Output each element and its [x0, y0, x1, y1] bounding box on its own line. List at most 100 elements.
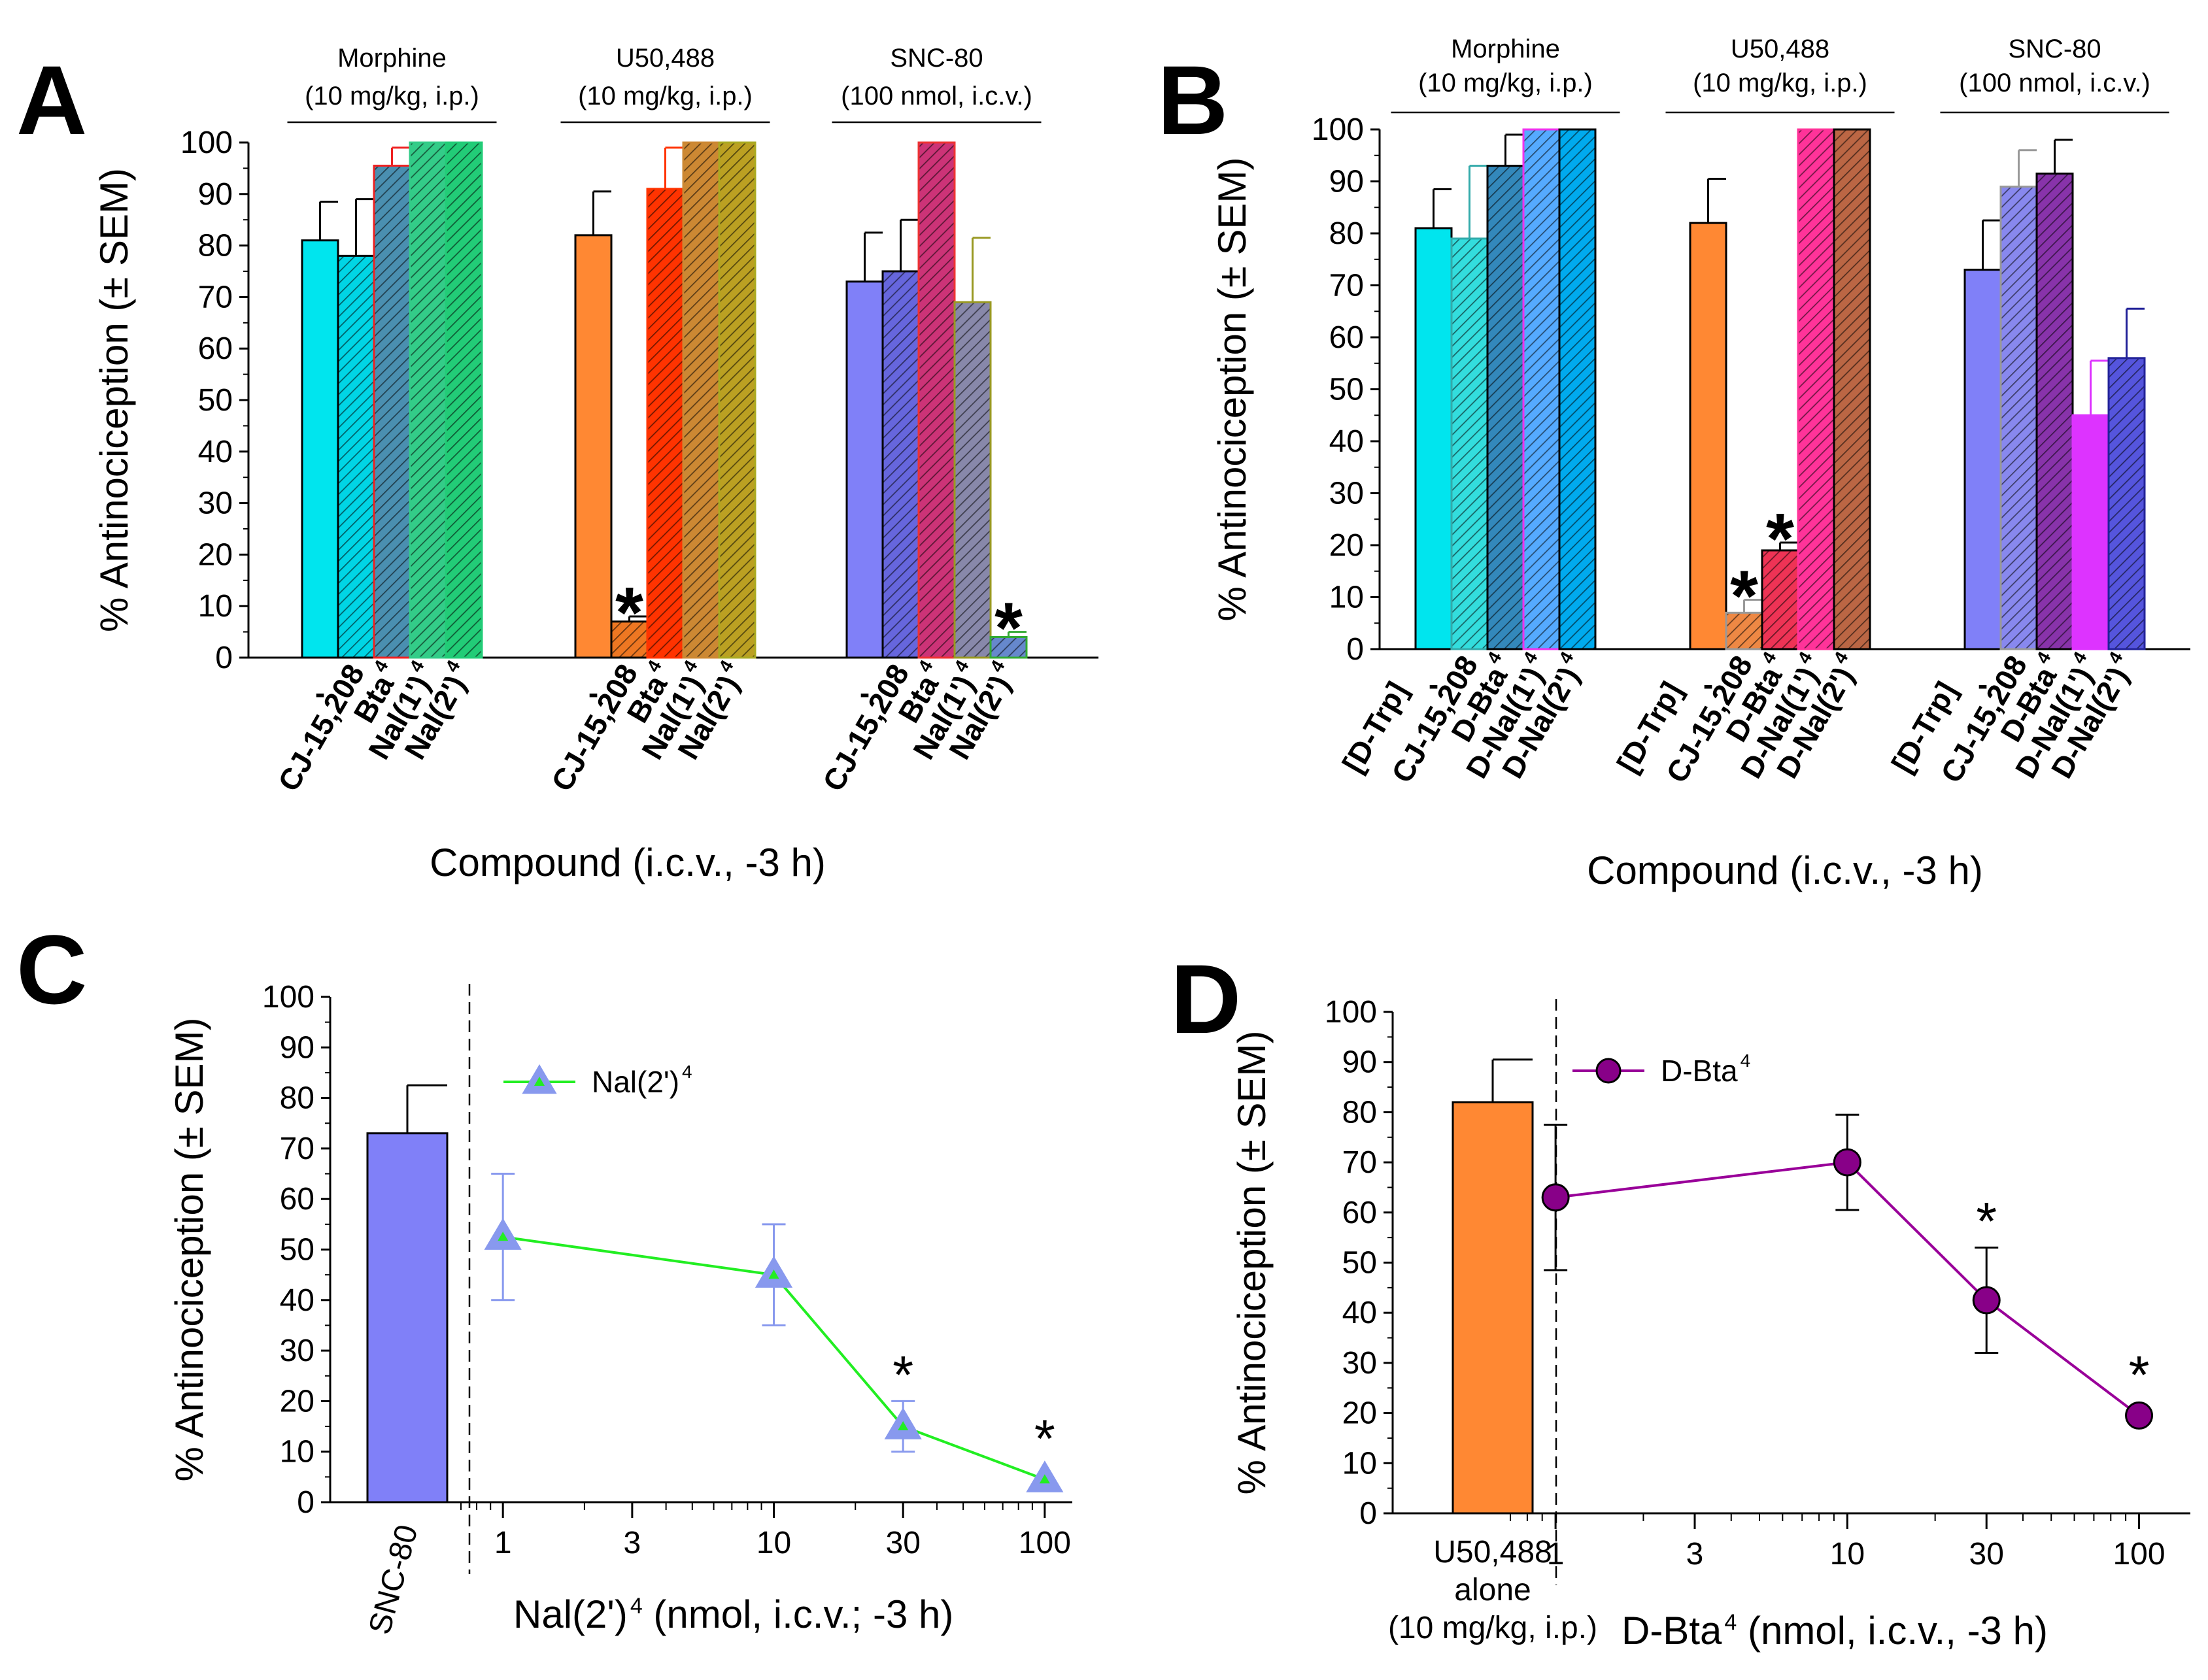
bar-hatch — [991, 637, 1026, 657]
y-tick-label: 20 — [198, 537, 233, 572]
y-tick-label: 10 — [1342, 1446, 1377, 1481]
group-subtitle: (10 mg/kg, i.p.) — [305, 82, 479, 110]
y-tick-label: 30 — [1329, 477, 1364, 511]
y-tick-label: 90 — [280, 1030, 314, 1065]
y-tick-label: 70 — [1342, 1145, 1377, 1180]
data-point-inner — [768, 1269, 779, 1279]
significance-star: * — [1034, 1409, 1055, 1469]
y-tick-label: 90 — [198, 177, 233, 212]
significance-star: * — [994, 588, 1023, 669]
reference-bar-label: SNC-80 — [362, 1521, 424, 1638]
panel-letter-a: A — [16, 45, 87, 155]
bar-hatch — [883, 272, 918, 657]
bar-hatch — [1727, 613, 1761, 648]
y-tick-label: 0 — [215, 641, 233, 675]
panel-b-bar-chart: 0 10 20 30 40 50 60 70 80 90 100 % Antinociception … — [1210, 35, 2190, 892]
legend-marker — [1595, 1058, 1622, 1084]
bar — [1689, 222, 1727, 650]
group-subtitle: (10 mg/kg, i.p.) — [1418, 69, 1593, 97]
y-tick-label: 100 — [180, 126, 233, 160]
bar-hatch — [2037, 175, 2072, 648]
y-tick-label: 30 — [1342, 1346, 1377, 1381]
x-tick-label-none: - — [1978, 667, 1988, 701]
group-subtitle: (10 mg/kg, i.p.) — [1693, 69, 1867, 97]
group-title: SNC-80 — [2008, 35, 2101, 63]
significance-star: * — [615, 573, 643, 653]
y-tick-label: 60 — [1329, 320, 1364, 355]
y-tick-label: 20 — [1329, 528, 1364, 563]
y-tick-label: 30 — [198, 486, 233, 521]
bar-hatch — [684, 143, 719, 657]
bar-hatch — [919, 143, 954, 657]
group-title: U50,488 — [616, 44, 715, 73]
bar — [2071, 414, 2110, 650]
bar-hatch — [1524, 130, 1559, 648]
significance-star: * — [1976, 1192, 1997, 1251]
bar-hatch — [1488, 167, 1523, 648]
y-tick-label: 100 — [1312, 112, 1364, 147]
x-tick-label: 3 — [1686, 1537, 1704, 1571]
data-point-inner — [1039, 1474, 1050, 1484]
x-tick-label: 3 — [624, 1526, 641, 1560]
bar — [845, 280, 884, 659]
y-tick-label: 0 — [1346, 632, 1364, 667]
y-tick-label: 0 — [1359, 1496, 1377, 1531]
y-axis-title: % Antinociception (± SEM) — [1210, 158, 1254, 622]
x-axis-title: D-Bta 4 (nmol, i.c.v., -3 h) — [1622, 1609, 2048, 1653]
bar-hatch — [1560, 130, 1595, 648]
y-tick-label: 80 — [1342, 1095, 1377, 1130]
bar-hatch — [955, 303, 990, 657]
y-tick-label: 50 — [280, 1233, 314, 1268]
bar — [1963, 269, 2002, 650]
bar-hatch — [375, 166, 409, 657]
y-tick-label: 90 — [1342, 1045, 1377, 1080]
reference-bar — [1452, 1101, 1534, 1515]
bar — [574, 234, 613, 659]
y-tick-label: 10 — [198, 589, 233, 624]
y-tick-label: 80 — [198, 229, 233, 263]
y-tick-label: 0 — [297, 1485, 314, 1520]
y-axis-title: % Antinociception (± SEM) — [1230, 1031, 1274, 1495]
y-tick-label: 40 — [280, 1283, 314, 1318]
x-tick-label-none: - — [1429, 667, 1438, 701]
x-tick-label: 30 — [886, 1526, 921, 1560]
x-tick-label: 10 — [756, 1526, 791, 1560]
bar-hatch — [2001, 187, 2036, 648]
bar-hatch — [648, 190, 683, 657]
y-tick-label: 20 — [280, 1384, 314, 1419]
y-tick-label: 70 — [198, 280, 233, 314]
panel-c-line-chart: 0 10 20 30 40 50 60 70 80 90 100 % Antinociception … — [167, 980, 1072, 1638]
bar-hatch — [339, 256, 373, 657]
group-title: SNC-80 — [890, 44, 983, 73]
x-tick-label: 100 — [1019, 1526, 1071, 1560]
reference-bar — [366, 1132, 449, 1504]
data-point-inner — [898, 1421, 909, 1431]
significance-star: * — [2129, 1345, 2150, 1405]
series-line — [1555, 1160, 2140, 1417]
y-tick-label: 90 — [1329, 165, 1364, 199]
panel-d-line-chart: 0 10 20 30 40 50 60 70 80 90 100 % Antinociception … — [1230, 995, 2190, 1653]
data-point-inner — [498, 1232, 509, 1241]
x-axis-title: Compound (i.c.v., -3 h) — [430, 841, 826, 884]
panel-letter-d: D — [1170, 944, 1241, 1054]
data-point-circle — [1972, 1286, 2001, 1315]
series-line — [502, 1235, 1045, 1481]
y-tick-label: 70 — [1329, 269, 1364, 303]
bar-hatch — [1799, 130, 1833, 648]
y-tick-label: 10 — [1329, 580, 1364, 615]
significance-star: * — [892, 1345, 913, 1405]
group-title: Morphine — [1451, 35, 1560, 63]
x-tick-label: 10 — [1830, 1537, 1865, 1571]
x-tick-label-none: - — [315, 676, 325, 710]
group-subtitle: (100 nmol, i.c.v.) — [1959, 69, 2150, 97]
y-tick-label: 100 — [1325, 995, 1377, 1030]
x-tick-label-none: - — [588, 676, 598, 710]
group-title: Morphine — [337, 44, 447, 73]
group-subtitle: (10 mg/kg, i.p.) — [578, 82, 753, 110]
y-tick-label: 40 — [1342, 1296, 1377, 1330]
bar-hatch — [1835, 130, 1869, 648]
panel-a-bar-chart: 0 10 20 30 40 50 60 70 80 90 100 % Antinociception … — [92, 44, 1098, 884]
y-tick-label: 50 — [1342, 1246, 1377, 1281]
significance-star: * — [1730, 556, 1758, 636]
